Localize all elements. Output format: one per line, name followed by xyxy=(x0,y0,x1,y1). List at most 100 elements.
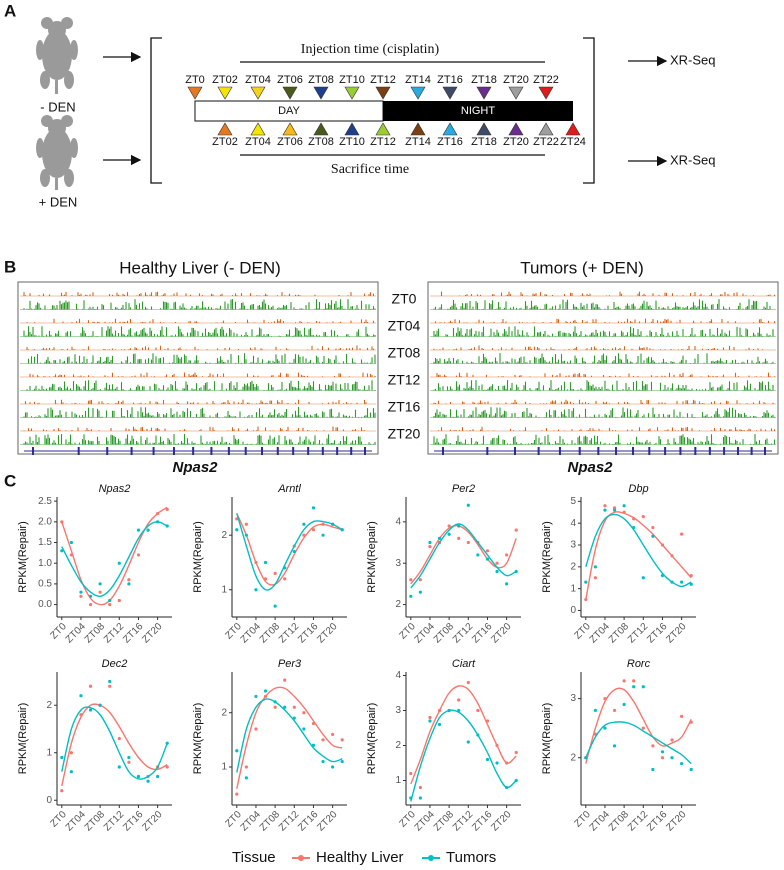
timepoint-label: ZT08 xyxy=(388,345,421,361)
y-tick-label: 0.0 xyxy=(38,599,52,610)
time-marker xyxy=(217,86,233,100)
data-point xyxy=(651,744,655,748)
fit-curve xyxy=(236,698,343,773)
y-tick-label: 1.5 xyxy=(38,537,52,548)
time-label: ZT20 xyxy=(503,136,529,148)
data-point xyxy=(680,762,684,766)
time-label: ZT20 xyxy=(503,74,529,86)
data-point xyxy=(457,698,461,702)
x-tick-label: ZT16 xyxy=(296,621,321,646)
data-point xyxy=(283,566,287,570)
arrows xyxy=(103,37,668,184)
data-point xyxy=(476,733,480,737)
data-point xyxy=(418,590,422,594)
x-tick-label: ZT12 xyxy=(102,809,127,834)
x-tick-label: ZT20 xyxy=(315,621,340,646)
time-marker xyxy=(344,86,360,100)
data-point xyxy=(409,771,413,776)
output-label: XR-Seq xyxy=(670,52,716,67)
data-point xyxy=(117,765,121,769)
data-point xyxy=(632,679,636,683)
time-label: ZT08 xyxy=(308,74,334,86)
data-point xyxy=(603,726,607,730)
data-point xyxy=(651,767,655,772)
fit-curve xyxy=(410,523,517,589)
data-point xyxy=(466,540,470,545)
exon xyxy=(32,447,34,455)
x-tick-label: ZT08 xyxy=(607,809,632,834)
timepoint-label: ZT20 xyxy=(388,426,421,442)
data-point xyxy=(641,685,645,689)
y-tick-label: 0.5 xyxy=(38,579,52,590)
y-axis-label: RPKM(Repair) xyxy=(17,703,29,775)
data-point xyxy=(340,759,344,764)
data-point xyxy=(263,560,268,565)
data-point xyxy=(136,528,141,532)
coverage-track xyxy=(26,318,375,323)
data-point xyxy=(495,761,499,765)
data-point xyxy=(283,678,287,682)
data-point xyxy=(428,540,432,545)
data-point xyxy=(593,708,597,713)
data-point xyxy=(641,726,645,730)
data-point xyxy=(409,594,413,598)
data-point xyxy=(292,705,296,709)
data-point xyxy=(263,689,268,693)
data-point xyxy=(447,524,451,528)
coverage-track xyxy=(440,291,776,296)
exon xyxy=(260,447,263,455)
exon xyxy=(152,447,155,455)
data-point xyxy=(447,532,451,536)
data-point xyxy=(428,715,432,720)
data-point xyxy=(292,716,296,720)
x-tick-label: ZT04 xyxy=(413,809,438,834)
data-point xyxy=(632,517,636,521)
time-marker xyxy=(313,122,329,136)
data-point xyxy=(156,774,160,779)
time-marker xyxy=(476,122,492,136)
y-tick-label: 1.0 xyxy=(38,558,52,569)
y-tick-label: 3 xyxy=(395,558,401,569)
data-point xyxy=(79,590,83,594)
data-point xyxy=(485,719,490,723)
data-point xyxy=(254,588,258,592)
y-tick-label: 1 xyxy=(221,762,227,773)
data-point xyxy=(612,744,617,748)
data-point xyxy=(505,553,509,557)
exon xyxy=(486,447,489,455)
time-marker xyxy=(538,86,554,100)
chart-title: Per2 xyxy=(452,483,475,495)
data-point xyxy=(156,520,160,524)
data-point xyxy=(273,571,277,575)
data-point xyxy=(244,533,248,537)
data-point xyxy=(127,755,131,760)
x-tick-label: ZT16 xyxy=(121,621,146,646)
coverage-track xyxy=(433,345,764,350)
coverage-track xyxy=(433,407,776,418)
time-marker xyxy=(565,122,581,136)
data-point xyxy=(670,756,674,760)
data-point xyxy=(321,533,325,537)
track-title: Healthy Liver (- DEN) xyxy=(119,258,281,277)
time-marker xyxy=(250,122,266,136)
data-point xyxy=(98,590,102,594)
panel-letter: B xyxy=(4,257,16,276)
coverage-track xyxy=(433,434,776,445)
coverage-track xyxy=(24,399,367,404)
timepoint-label: ZT16 xyxy=(388,399,421,415)
data-point xyxy=(603,504,607,508)
fit-curve xyxy=(410,709,517,802)
night-label: NIGHT xyxy=(461,105,496,117)
x-tick-label: ZT12 xyxy=(102,621,127,646)
chart-title: Npas2 xyxy=(99,483,131,495)
data-point xyxy=(69,553,73,557)
data-point xyxy=(127,582,131,586)
data-point xyxy=(495,561,499,565)
data-point xyxy=(680,714,684,718)
data-point xyxy=(612,708,617,713)
data-point xyxy=(622,702,626,707)
exon xyxy=(736,447,739,455)
exon xyxy=(106,447,109,455)
y-tick-label: 1 xyxy=(395,775,401,786)
day-label: DAY xyxy=(278,105,300,117)
